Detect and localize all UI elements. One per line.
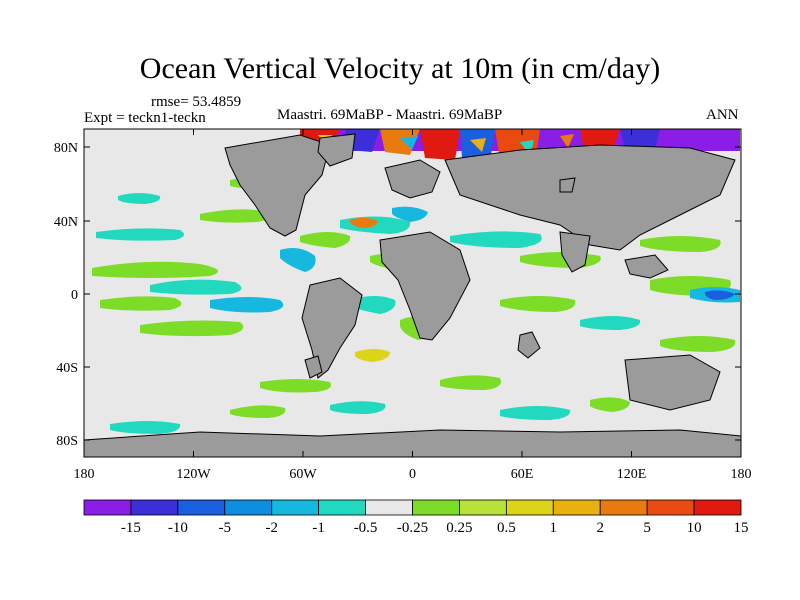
colorbar-label: 2 <box>596 520 604 536</box>
lat-tick-label: 0 <box>71 288 78 303</box>
colorbar-label: -5 <box>219 520 232 536</box>
velocity-patch <box>392 206 428 222</box>
velocity-patch <box>92 261 218 278</box>
colorbar-swatch <box>599 499 648 516</box>
velocity-patch <box>330 401 386 414</box>
colorbar-swatch <box>646 499 695 516</box>
lat-tick-label: 80N <box>54 141 78 156</box>
colorbar-swatch <box>130 499 179 516</box>
velocity-patch <box>110 421 181 434</box>
experiment-label: Expt = teckn1-teckn <box>84 110 206 126</box>
colorbar-label: 10 <box>687 520 702 536</box>
colorbar-label: 0.5 <box>497 520 516 536</box>
velocity-patch <box>96 228 184 241</box>
velocity-patch <box>210 297 284 313</box>
velocity-patch <box>200 209 271 223</box>
colorbar-swatch <box>318 499 366 516</box>
colorbar-label: -0.25 <box>397 520 428 536</box>
velocity-patch <box>280 248 316 272</box>
colorbar-label: 1 <box>550 520 558 536</box>
land-europe <box>384 159 441 199</box>
land-island <box>559 177 576 193</box>
velocity-patch <box>350 217 378 228</box>
velocity-patch <box>500 406 571 420</box>
lon-tick-label: 60W <box>289 467 317 482</box>
land-africa <box>379 231 471 341</box>
velocity-patch <box>500 296 576 312</box>
land-asia <box>444 144 736 251</box>
velocity-patch <box>355 349 390 362</box>
colorbar-label: -0.5 <box>354 520 378 536</box>
colorbar-label: -15 <box>121 520 141 536</box>
center-label: Maastri. 69MaBP - Maastri. 69MaBP <box>277 107 503 123</box>
colorbar-label: -10 <box>168 520 188 536</box>
land-madagascar <box>517 331 541 359</box>
land-australia-antarctic <box>624 354 721 411</box>
longitude-axis: 180 120W 60W 0 60E 120E 180 <box>74 129 752 482</box>
velocity-patch <box>260 379 331 393</box>
land-south-america <box>301 277 363 379</box>
velocity-patch <box>118 193 161 204</box>
rmse-label: rmse= 53.4859 <box>151 94 242 110</box>
lat-tick-label: 40N <box>54 215 78 230</box>
colorbar: -15 -10 -5 -2 -1 -0.5 -0.25 0.25 0.5 1 2 5 10 15 <box>83 499 749 536</box>
lon-tick-label: 180 <box>74 467 95 482</box>
velocity-patch <box>350 296 396 314</box>
land-island <box>304 355 323 379</box>
lon-tick-label: 60E <box>511 467 534 482</box>
colorbar-swatch <box>552 499 601 516</box>
colorbar-swatch <box>459 499 507 516</box>
velocity-patch <box>230 405 286 418</box>
colorbar-label: -2 <box>265 520 278 536</box>
latitude-axis: 80N 40N 0 40S 80S <box>54 141 741 449</box>
velocity-patch <box>450 231 542 248</box>
period-label: ANN <box>706 107 739 123</box>
velocity-patch <box>300 232 351 248</box>
land-india <box>559 231 591 273</box>
velocity-patch <box>705 290 735 300</box>
colorbar-swatch <box>365 499 413 516</box>
colorbar-label: -1 <box>312 520 325 536</box>
colorbar-swatch <box>505 499 554 516</box>
velocity-patch <box>590 397 630 412</box>
land-greenland <box>317 133 356 167</box>
colorbar-swatch <box>271 499 320 516</box>
lon-tick-label: 120E <box>617 467 647 482</box>
lon-tick-label: 120W <box>176 467 211 482</box>
colorbar-swatch <box>693 499 742 516</box>
velocity-patch <box>580 316 641 330</box>
colorbar-swatch <box>224 499 273 516</box>
land-antarctica <box>84 429 741 457</box>
map-title: Ocean Vertical Velocity at 10m (in cm/da… <box>139 52 661 85</box>
velocity-patch <box>640 236 721 252</box>
lon-tick-label: 0 <box>409 467 416 482</box>
lon-tick-label: 180 <box>731 467 752 482</box>
lat-tick-label: 40S <box>56 361 78 376</box>
colorbar-label: 15 <box>734 520 749 536</box>
velocity-patch <box>150 279 242 295</box>
colorbar-swatch <box>177 499 226 516</box>
lat-tick-label: 80S <box>56 434 78 449</box>
land-masses <box>84 133 741 457</box>
velocity-patches <box>92 167 740 434</box>
colorbar-swatch <box>83 499 132 516</box>
velocity-patch <box>660 336 736 352</box>
colorbar-label: 0.25 <box>446 520 472 536</box>
velocity-patch <box>100 296 182 311</box>
velocity-patch <box>140 320 244 337</box>
colorbar-label: 5 <box>643 520 651 536</box>
velocity-patch <box>440 375 501 390</box>
land-southeast-islands <box>624 254 669 279</box>
colorbar-swatch <box>412 499 460 516</box>
